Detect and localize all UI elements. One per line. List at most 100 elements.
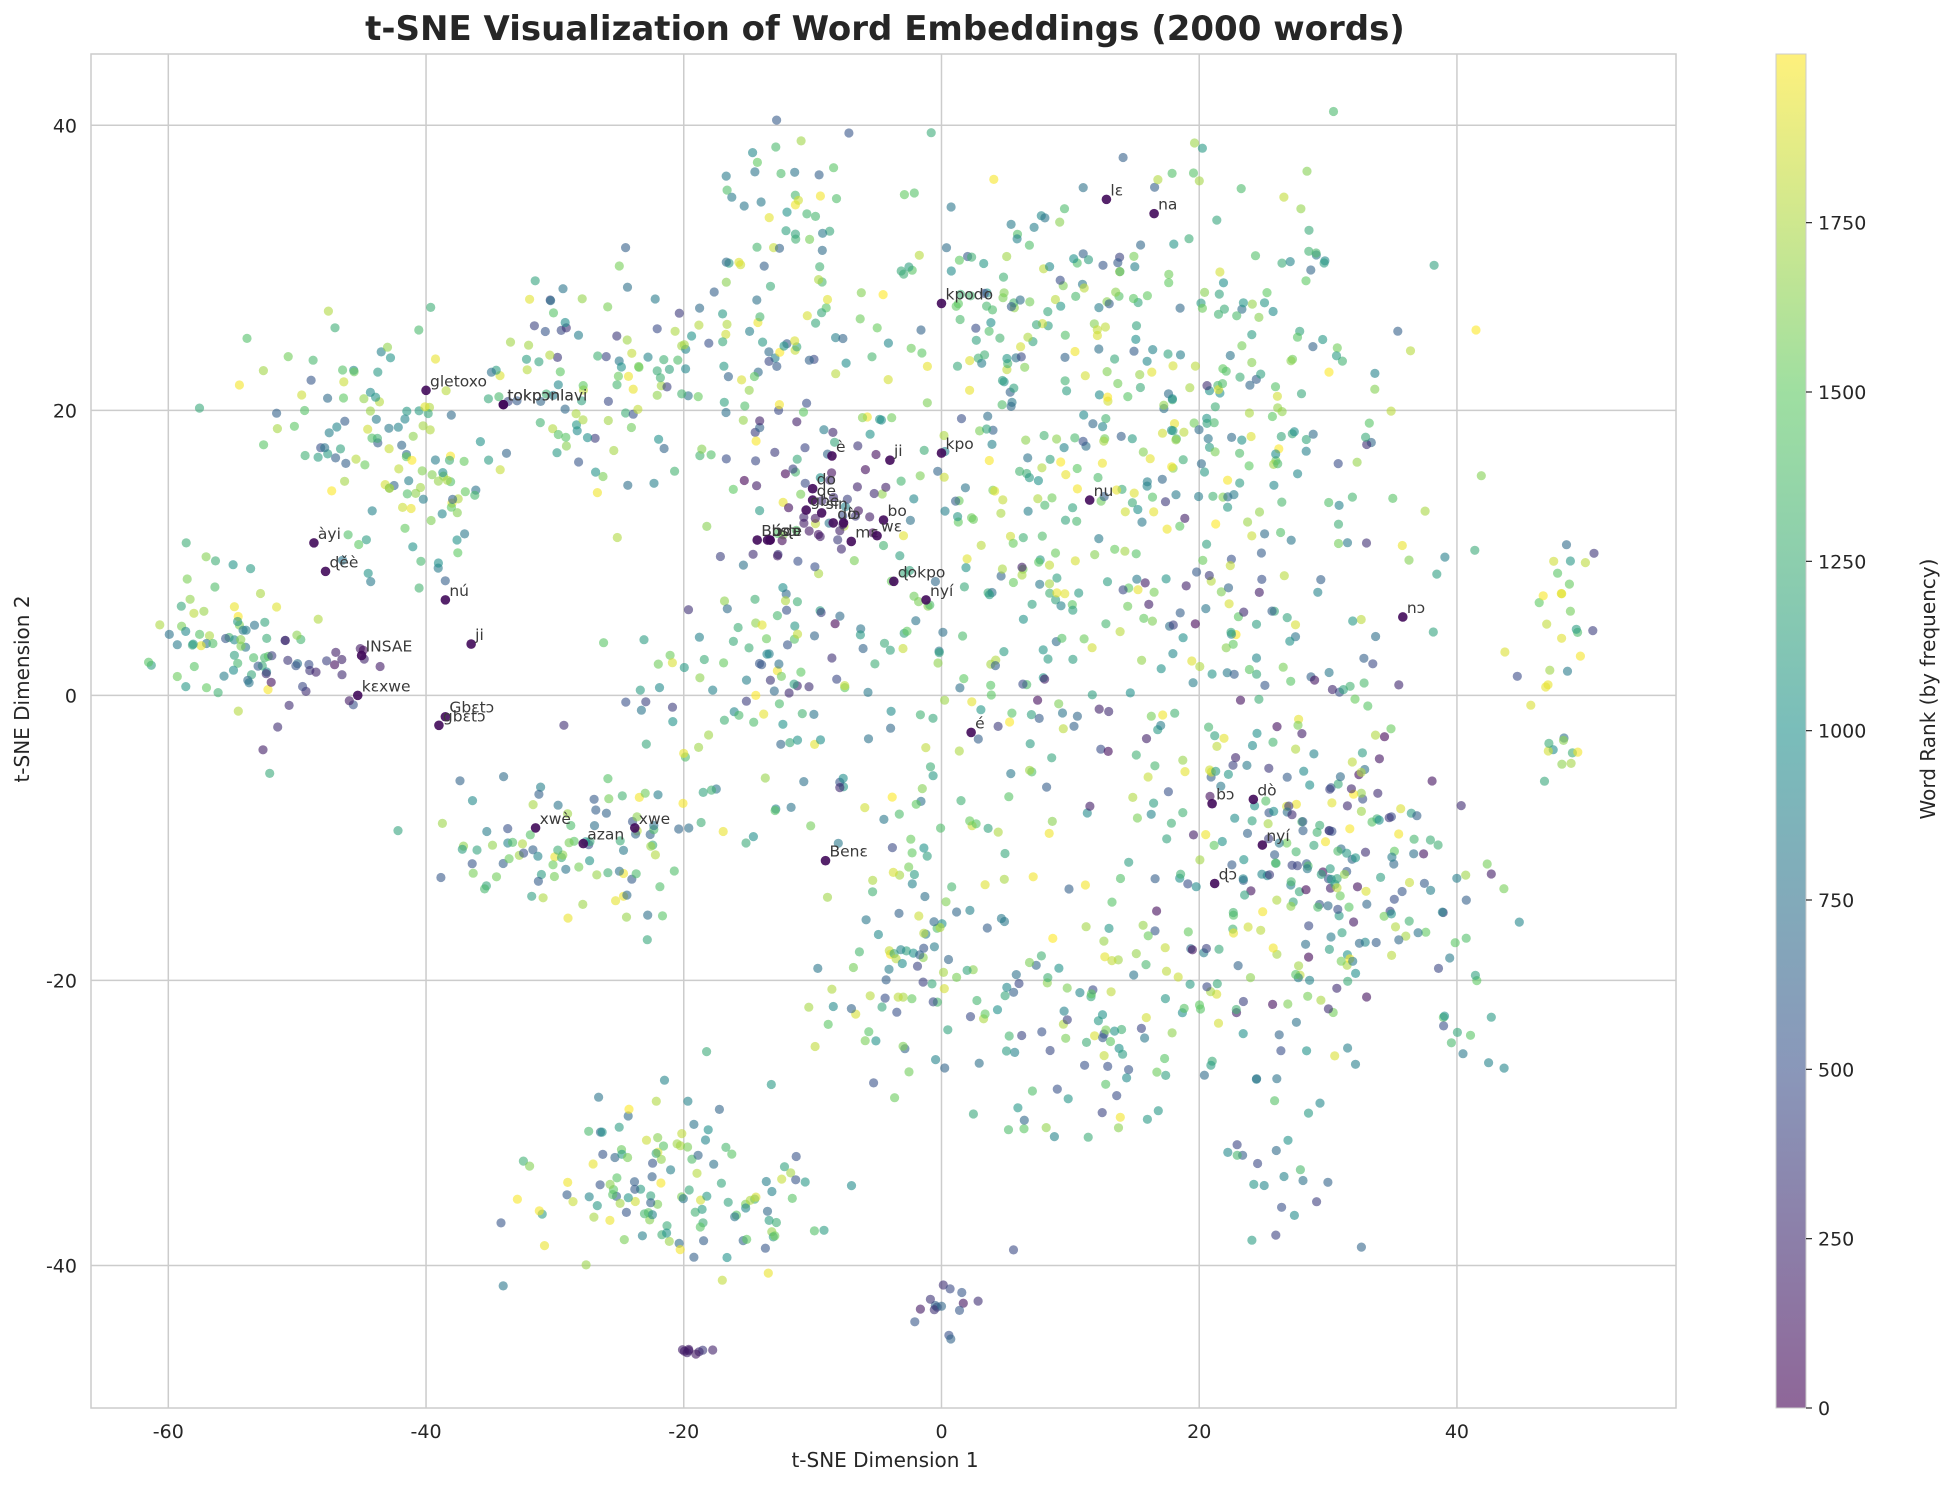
word-point (658, 1141, 669, 1151)
word-point (1168, 426, 1178, 436)
word-point (1098, 1033, 1108, 1043)
word-point (748, 832, 759, 842)
word-point (1223, 492, 1233, 502)
word-point (1386, 406, 1396, 416)
word-point (943, 954, 954, 965)
word-point (1201, 604, 1211, 614)
word-point (696, 817, 706, 828)
word-point (633, 404, 643, 414)
word-point (938, 967, 949, 978)
annotated-word-point (421, 385, 431, 396)
word-point (1221, 366, 1231, 376)
word-point (946, 1334, 956, 1344)
word-point (1214, 944, 1224, 954)
word-point (990, 661, 1001, 671)
word-point (915, 471, 925, 481)
word-point (922, 398, 932, 408)
word-point (538, 893, 548, 903)
word-point (1247, 1235, 1257, 1245)
word-point (313, 614, 323, 624)
word-point (512, 396, 522, 406)
word-point (1302, 166, 1312, 176)
word-point (838, 333, 848, 344)
word-point (1072, 463, 1082, 474)
word-point (1361, 886, 1371, 896)
word-point (1013, 1103, 1023, 1113)
word-point (189, 661, 199, 672)
word-point (739, 475, 749, 486)
word-point (677, 1129, 687, 1139)
word-point (734, 257, 744, 267)
word-point (452, 535, 462, 545)
word-point (1254, 694, 1264, 704)
word-point (878, 290, 888, 300)
word-point (1543, 680, 1553, 690)
word-point (632, 812, 642, 822)
word-point (244, 678, 254, 688)
colorbar-tick-label: 250 (1818, 1229, 1854, 1251)
word-point (619, 1235, 629, 1245)
word-point (883, 338, 894, 348)
word-point (1350, 694, 1360, 704)
word-point (534, 357, 544, 367)
word-point (844, 128, 854, 138)
word-point (1500, 647, 1510, 657)
word-point (1274, 1030, 1284, 1040)
word-point (798, 407, 809, 417)
word-point (790, 229, 801, 239)
word-point (1103, 746, 1113, 757)
annotated-word-point (820, 855, 831, 866)
word-point (1305, 975, 1315, 985)
word-point (628, 384, 638, 394)
word-point (446, 410, 456, 420)
word-point (1361, 432, 1371, 442)
word-point (1319, 258, 1329, 268)
word-point (1337, 356, 1347, 366)
word-point (1105, 1036, 1116, 1047)
word-point (614, 1122, 624, 1132)
word-point (1209, 840, 1219, 851)
word-point (871, 449, 881, 460)
word-point (814, 275, 824, 285)
word-point (1244, 664, 1254, 675)
word-point (1175, 350, 1186, 360)
word-point (884, 964, 894, 974)
word-point (1217, 379, 1228, 389)
word-point (909, 494, 919, 504)
word-point (1197, 143, 1207, 153)
word-point (674, 824, 684, 834)
word-point (1289, 1210, 1299, 1220)
word-point (1018, 614, 1028, 624)
word-point (886, 723, 896, 733)
word-point (796, 667, 806, 677)
word-point (1332, 883, 1342, 893)
word-point (1293, 720, 1303, 730)
word-point (1374, 754, 1384, 764)
word-point (838, 511, 848, 521)
word-point (594, 1092, 604, 1102)
word-point (764, 213, 774, 223)
word-point (1264, 763, 1274, 773)
word-point (561, 864, 571, 874)
word-point (1360, 847, 1371, 857)
word-point (292, 630, 302, 640)
word-point (609, 445, 619, 456)
word-point (842, 494, 853, 504)
word-point (1364, 418, 1374, 428)
word-point (1456, 801, 1466, 811)
word-point (1452, 1027, 1462, 1037)
y-tick-label: -40 (46, 1255, 77, 1277)
word-point (1068, 503, 1078, 513)
word-point (1152, 1067, 1162, 1077)
word-point (1074, 588, 1084, 598)
word-point (1145, 454, 1155, 464)
word-point (273, 722, 283, 732)
word-point (258, 366, 268, 376)
word-point (1368, 659, 1378, 669)
word-point (430, 354, 441, 364)
word-point (653, 790, 663, 800)
word-point (548, 860, 558, 870)
word-point (300, 405, 310, 416)
word-point (1486, 1012, 1496, 1022)
